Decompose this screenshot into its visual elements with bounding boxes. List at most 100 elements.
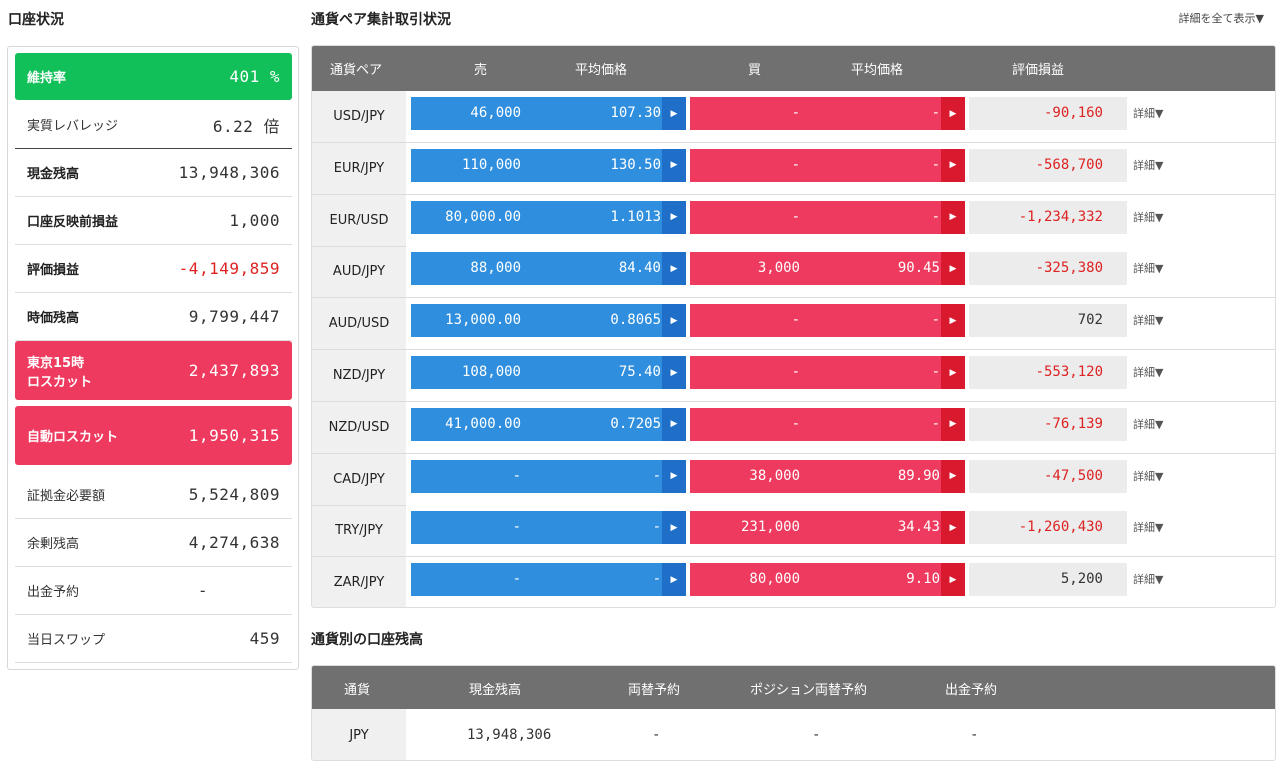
buy-arrow-icon[interactable]: ▶ [941,200,965,234]
sell-position-bar[interactable]: 46,000 107.30 [411,97,686,130]
buy-arrow-icon[interactable]: ▶ [941,356,965,389]
buy-avg-price: - [931,364,940,380]
pair-summary-table: 通貨ペア 売 平均価格 買 平均価格 評価損益 USD/JPY 46,000 107… [311,45,1276,608]
sell-position-bar[interactable]: 13,000.00 0.8065 [411,304,686,338]
sell-position-bar[interactable]: -- [411,563,686,597]
buy-position-bar[interactable]: 231,000 34.43 [690,511,965,545]
detail-toggle[interactable]: 詳細▼ [1133,210,1164,224]
row-divider [312,452,1275,454]
account-row-value: 4,274,638 [188,533,280,552]
account-row: 証拠金必要額 5,524,809 [15,471,292,519]
sell-position-bar[interactable]: 110,000 130.50 [411,148,686,182]
buy-arrow-icon[interactable]: ▶ [941,407,965,441]
sell-arrow-icon[interactable]: ▶ [662,148,686,182]
sell-position-bar[interactable]: 41,000.00 0.7205 [411,407,686,441]
sell-position-bar[interactable]: -- [411,459,686,493]
account-row-label: 当日スワップ [27,633,106,648]
pair-name: AUD/JPY [332,264,386,280]
buy-position-bar[interactable]: -- [690,304,965,338]
unrealized-pl: -325,380 [969,252,1127,286]
account-status-title: 口座状況 [8,12,64,28]
buy-position-bar[interactable]: -- [690,407,965,441]
buy-avg-price: 89.90 [897,467,940,484]
pair-row: TRY/JPY - - ▶ 231,000 34.43 ▶ -1,260,430 詳細▼ [312,505,1275,558]
detail-toggle[interactable]: 詳細▼ [1133,107,1164,120]
account-row-value: -4,149,859 [178,259,280,278]
sell-position-bar[interactable]: 80,000.00 1.1013 [411,200,686,234]
currency-section-title: 通貨別の口座残高 [311,632,423,648]
sell-arrow-icon[interactable]: ▶ [662,459,686,493]
currency-exchange: - [652,727,661,743]
sell-arrow-icon[interactable]: ▶ [662,304,686,338]
detail-toggle[interactable]: 詳細▼ [1133,262,1164,276]
detail-toggle[interactable]: 詳細▼ [1133,573,1164,587]
unrealized-pl: -90,160 [969,97,1127,130]
buy-arrow-icon[interactable]: ▶ [941,563,965,597]
buy-avg-price: 34.43 [897,519,940,536]
buy-arrow-icon[interactable]: ▶ [941,148,965,182]
sell-amount: 80,000.00 [445,208,521,225]
account-row-label: 維持率 [27,71,67,86]
account-row-label: 時価残高 [27,311,80,326]
buy-amount: - [791,208,800,225]
unrealized-pl: -1,260,430 [969,511,1127,545]
sell-arrow-icon[interactable]: ▶ [662,356,686,389]
buy-position-bar[interactable]: 38,000 89.90 [690,459,965,493]
unrealized-pl: -47,500 [969,459,1127,493]
buy-arrow-icon[interactable]: ▶ [941,511,965,545]
detail-toggle[interactable]: 詳細▼ [1133,314,1164,328]
buy-position-bar[interactable]: 80,000 9.10 [690,563,965,597]
currency-withdraw: - [970,727,979,743]
detail-toggle[interactable]: 詳細▼ [1133,417,1164,431]
detail-toggle[interactable]: 詳細▼ [1133,366,1164,379]
buy-position-bar[interactable]: -- [690,97,965,130]
unrealized-pl: -553,120 [969,356,1127,389]
account-row: 余剰残高 4,274,638 [15,519,292,567]
buy-position-bar[interactable]: -- [690,148,965,182]
sell-avg-price: 0.8065 [610,312,661,329]
sell-arrow-icon[interactable]: ▶ [662,511,686,545]
account-row-label: 余剰残高 [27,537,80,552]
buy-arrow-icon[interactable]: ▶ [941,459,965,493]
pairs-section-title: 通貨ペア集計取引状況 [311,12,451,28]
sell-arrow-icon[interactable]: ▶ [662,97,686,130]
buy-avg-price: - [931,312,940,329]
detail-toggle[interactable]: 詳細▼ [1133,469,1164,483]
sell-arrow-icon[interactable]: ▶ [662,252,686,286]
pair-table-header: 通貨ペア 売 平均価格 買 平均価格 評価損益 [312,46,1275,91]
sell-arrow-icon[interactable]: ▶ [662,563,686,597]
sell-position-bar[interactable]: 108,000 75.40 [411,356,686,389]
detail-toggle[interactable]: 詳細▼ [1133,521,1164,535]
sell-arrow-icon[interactable]: ▶ [662,407,686,441]
sell-position-bar[interactable]: 88,000 84.40 [411,252,686,286]
account-row-value: 401 % [229,67,280,86]
expand-all-details-link[interactable]: 詳細を全て表示▼ [1178,12,1264,25]
buy-amount: 38,000 [749,467,800,484]
account-status-panel: 維持率 401 % 実質レバレッジ 6.22 倍現金残高 13,948,306 口座反映前… [7,46,299,670]
account-row: 評価損益 -4,149,859 [15,245,292,293]
sell-avg-price: 0.7205 [610,415,661,432]
sell-avg-price: 130.50 [610,156,661,173]
buy-arrow-icon[interactable]: ▶ [941,97,965,130]
buy-arrow-icon[interactable]: ▶ [941,252,965,286]
buy-position-bar[interactable]: 3,000 90.45 [690,252,965,286]
account-row-value: 1,000 [229,211,280,230]
currency-cash: 13,948,306 [467,727,552,743]
buy-arrow-icon[interactable]: ▶ [941,304,965,338]
detail-toggle[interactable]: 詳細▼ [1133,158,1164,172]
header-pl: 評価損益 [1012,63,1065,78]
header-cash: 現金残高 [469,683,522,698]
unrealized-pl: 702 [969,304,1127,338]
row-divider [312,245,1275,247]
pair-row: NZD/USD 41,000.00 0.7205 ▶ - - ▶ -76,139 詳細▼ [312,401,1275,454]
buy-position-bar[interactable]: -- [690,200,965,234]
sell-avg-price: - [652,519,661,536]
sell-amount: - [512,571,521,588]
account-row-label: 現金残高 [27,167,80,182]
buy-avg-price: 9.10 [906,571,940,588]
row-divider [312,349,1275,351]
account-row-label: 証拠金必要額 [27,489,106,504]
buy-position-bar[interactable]: -- [690,356,965,389]
sell-arrow-icon[interactable]: ▶ [662,200,686,234]
sell-position-bar[interactable]: -- [411,511,686,545]
